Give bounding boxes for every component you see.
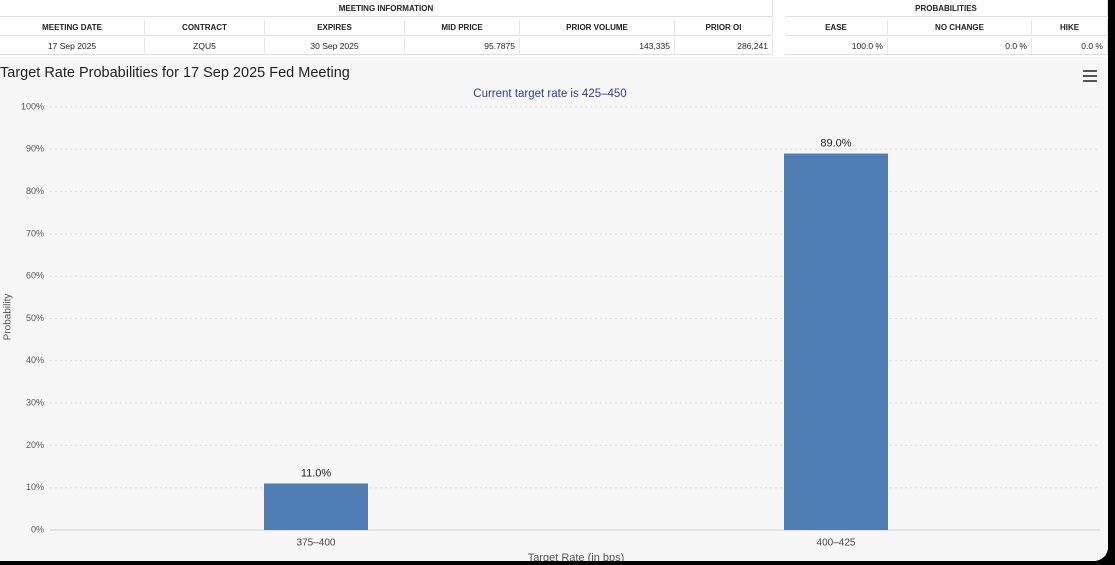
table-cell: 30 Sep 2025 xyxy=(265,37,405,55)
x-tick-label: 375–400 xyxy=(297,538,336,549)
bar xyxy=(784,153,888,530)
chart: Target Rate Probabilities for 17 Sep 202… xyxy=(0,57,1108,561)
table-cell: 95.7875 xyxy=(405,37,520,55)
table-cell: 0.0 % xyxy=(888,37,1032,55)
menu-button[interactable] xyxy=(1083,70,1097,82)
y-tick-label: 40% xyxy=(26,355,44,365)
data-label: 89.0% xyxy=(820,137,851,149)
x-axis-label: Target Rate (in bps) xyxy=(528,552,625,561)
column-header: MID PRICE xyxy=(405,19,520,36)
chart-subtitle: Current target rate is 425–450 xyxy=(473,88,626,100)
column-header: CONTRACT xyxy=(145,19,265,36)
column-header: HIKE xyxy=(1032,19,1108,36)
column-header: EASE xyxy=(785,19,888,36)
data-label: 11.0% xyxy=(301,467,332,479)
column-header: PRIOR OI xyxy=(675,19,773,36)
column-header: MEETING DATE xyxy=(0,19,145,36)
table-cell: 100.0 % xyxy=(785,37,888,55)
bar xyxy=(264,483,368,530)
table-cell: 0.0 % xyxy=(1032,37,1108,55)
column-header: EXPIRES xyxy=(265,19,405,36)
chart-title: Target Rate Probabilities for 17 Sep 202… xyxy=(0,65,350,81)
column-header: NO CHANGE xyxy=(888,19,1032,36)
y-tick-label: 90% xyxy=(26,144,44,154)
y-tick-label: 100% xyxy=(21,101,44,111)
y-tick-label: 30% xyxy=(26,397,44,407)
table-cell: ZQU5 xyxy=(145,37,265,55)
y-tick-label: 50% xyxy=(26,313,44,323)
group-header: MEETING INFORMATION xyxy=(0,0,773,17)
y-tick-label: 60% xyxy=(26,271,44,281)
y-tick-label: 80% xyxy=(26,186,44,196)
group-header: PROBABILITIES xyxy=(785,0,1108,17)
x-tick-label: 400–425 xyxy=(817,538,856,549)
table-cell: 143,335 xyxy=(520,37,675,55)
table-cell: 286,241 xyxy=(675,37,773,55)
table-cell: 17 Sep 2025 xyxy=(0,37,145,55)
y-tick-label: 0% xyxy=(31,524,44,534)
y-tick-label: 70% xyxy=(26,228,44,238)
column-header: PRIOR VOLUME xyxy=(520,19,675,36)
y-tick-label: 10% xyxy=(26,482,44,492)
y-axis-label: Probability xyxy=(3,294,14,341)
y-tick-label: 20% xyxy=(26,440,44,450)
